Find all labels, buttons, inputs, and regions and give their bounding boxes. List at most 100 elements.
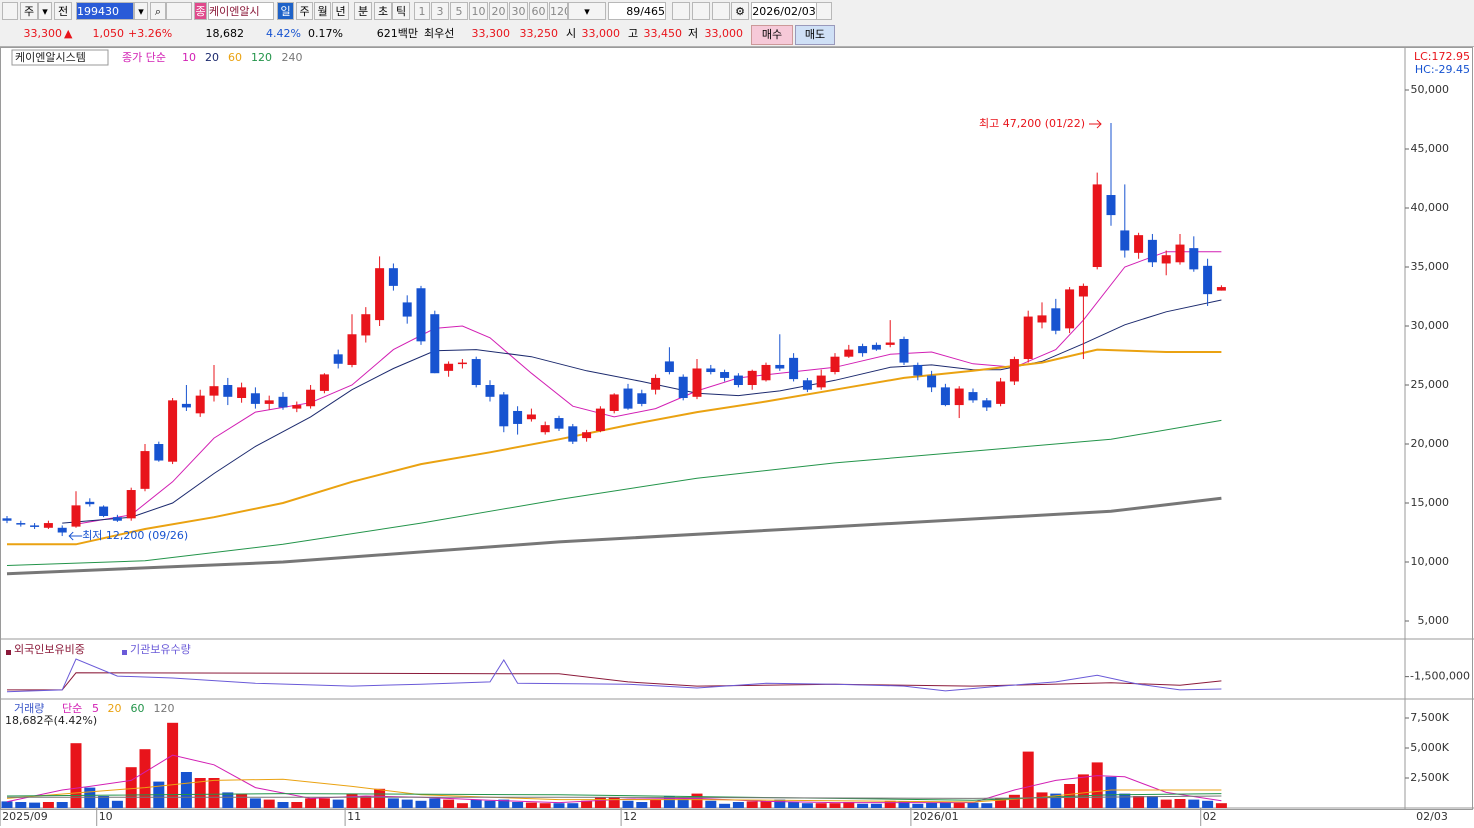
candle-body — [568, 426, 578, 442]
candle-body — [761, 364, 771, 381]
icon-button[interactable] — [692, 2, 710, 20]
candle-body — [416, 288, 426, 342]
toolbar-button[interactable]: 199430 — [76, 2, 134, 20]
toolbar-button[interactable]: 주 — [20, 2, 38, 20]
x-tick-label: 2026/01 — [913, 810, 959, 823]
icon-button[interactable] — [672, 2, 690, 20]
toolbar-button[interactable]: 5 — [450, 2, 468, 20]
candle-body — [954, 388, 964, 406]
candle-body — [154, 444, 164, 461]
candle-body — [844, 349, 854, 357]
candle-body — [720, 372, 730, 378]
dropdown[interactable]: ▾ — [38, 2, 52, 20]
toolbar-button[interactable]: 10 — [469, 2, 488, 20]
volume-bar — [1160, 799, 1172, 808]
volume-bar — [56, 802, 68, 808]
icon-button[interactable] — [2, 2, 18, 20]
candle-body — [830, 356, 840, 373]
calendar-button[interactable] — [816, 2, 832, 20]
icon-button[interactable] — [166, 2, 192, 20]
volume-bar — [953, 802, 965, 808]
toolbar-button[interactable]: 전 — [54, 2, 72, 20]
volume-bar — [829, 803, 841, 808]
legend-entry: 60 — [131, 702, 145, 715]
legend-entry: 120 — [251, 51, 272, 64]
volume-bar — [318, 798, 330, 808]
volume-bar — [208, 778, 220, 808]
volume-bar — [98, 796, 110, 808]
volume-bar — [470, 799, 482, 808]
volume-bar — [484, 800, 496, 808]
toolbar-button[interactable]: 2026/02/03 — [751, 2, 817, 20]
toolbar-button[interactable]: 초 — [374, 2, 392, 20]
toolbar-button[interactable]: 30 — [509, 2, 528, 20]
toolbar-button[interactable]: 주 — [296, 2, 313, 20]
x-tick-label: 11 — [347, 810, 361, 823]
volume-bar — [1105, 776, 1117, 808]
chart-title: 케이엔알시스템 — [15, 50, 86, 64]
candle-body — [816, 375, 826, 388]
x-tick-label: 02 — [1203, 810, 1217, 823]
legend-entry: 120 — [154, 702, 175, 715]
candle-body — [1009, 359, 1019, 382]
toolbar-button[interactable]: 20 — [489, 2, 508, 20]
volume-bar — [1174, 799, 1186, 808]
dropdown[interactable]: ▾ — [134, 2, 148, 20]
dropdown[interactable]: ▾ — [568, 2, 606, 20]
title-box — [11, 49, 109, 66]
candle-body — [982, 400, 992, 408]
y-tick-label: 20,000 — [1411, 437, 1450, 450]
volume-bar — [581, 800, 593, 808]
candle-body — [733, 375, 743, 386]
volume-bar — [1215, 803, 1227, 808]
legend-entry: 240 — [282, 51, 303, 64]
volume-bar — [15, 802, 27, 808]
volume-bar — [401, 799, 413, 808]
order-button[interactable]: 매도 — [795, 25, 835, 45]
volume-bar — [1146, 796, 1158, 808]
volume-bar — [1202, 800, 1214, 808]
quote-field: 33,000 — [581, 27, 621, 40]
volume-bar — [884, 800, 896, 808]
toolbar-button[interactable]: 년 — [332, 2, 349, 20]
legend-entry: 외국인보유비중 — [14, 643, 85, 656]
toolbar-button[interactable]: 3 — [431, 2, 449, 20]
toolbar-button[interactable]: 일 — [277, 2, 294, 20]
toolbar-button[interactable]: 종 — [194, 2, 207, 20]
candle-body — [195, 395, 205, 414]
toolbar-button[interactable]: 120 — [549, 2, 568, 20]
volume-bar — [1133, 796, 1145, 808]
volume-bar — [525, 802, 537, 808]
toolbar-button[interactable]: 60 — [529, 2, 548, 20]
candle-body — [237, 387, 247, 398]
candle-body — [802, 380, 812, 390]
icon-button[interactable] — [712, 2, 730, 20]
volume-bar — [1036, 792, 1048, 808]
volume-bar — [677, 798, 689, 808]
order-button[interactable]: 매수 — [751, 25, 793, 45]
volume-bar — [291, 802, 303, 808]
search-button[interactable]: ⌕ — [150, 2, 166, 20]
legend-entry: 20 — [108, 702, 122, 715]
ma-line — [75, 251, 1222, 525]
y-tick-label: 30,000 — [1411, 319, 1450, 332]
quote-field: +3.26% — [128, 27, 173, 40]
candle-body — [513, 410, 523, 424]
toolbar-button[interactable]: 케이엔알시 — [208, 2, 274, 20]
volume-bar — [719, 803, 731, 808]
candle-body — [30, 525, 40, 527]
settings-button[interactable]: ⚙ — [731, 2, 749, 20]
volume-bar — [857, 803, 869, 808]
volume-bar — [277, 802, 289, 808]
toolbar-button[interactable]: 89/465 — [608, 2, 666, 20]
volume-bar — [608, 797, 620, 808]
legend-entry: 10 — [182, 51, 196, 64]
toolbar-button[interactable]: 분 — [354, 2, 372, 20]
candle-body — [651, 377, 661, 390]
candle-body — [126, 490, 136, 519]
toolbar-button[interactable]: 월 — [314, 2, 331, 20]
candle-body — [678, 376, 688, 398]
toolbar-button[interactable]: 틱 — [392, 2, 410, 20]
volume-bar — [263, 799, 275, 808]
toolbar-button[interactable]: 1 — [414, 2, 430, 20]
